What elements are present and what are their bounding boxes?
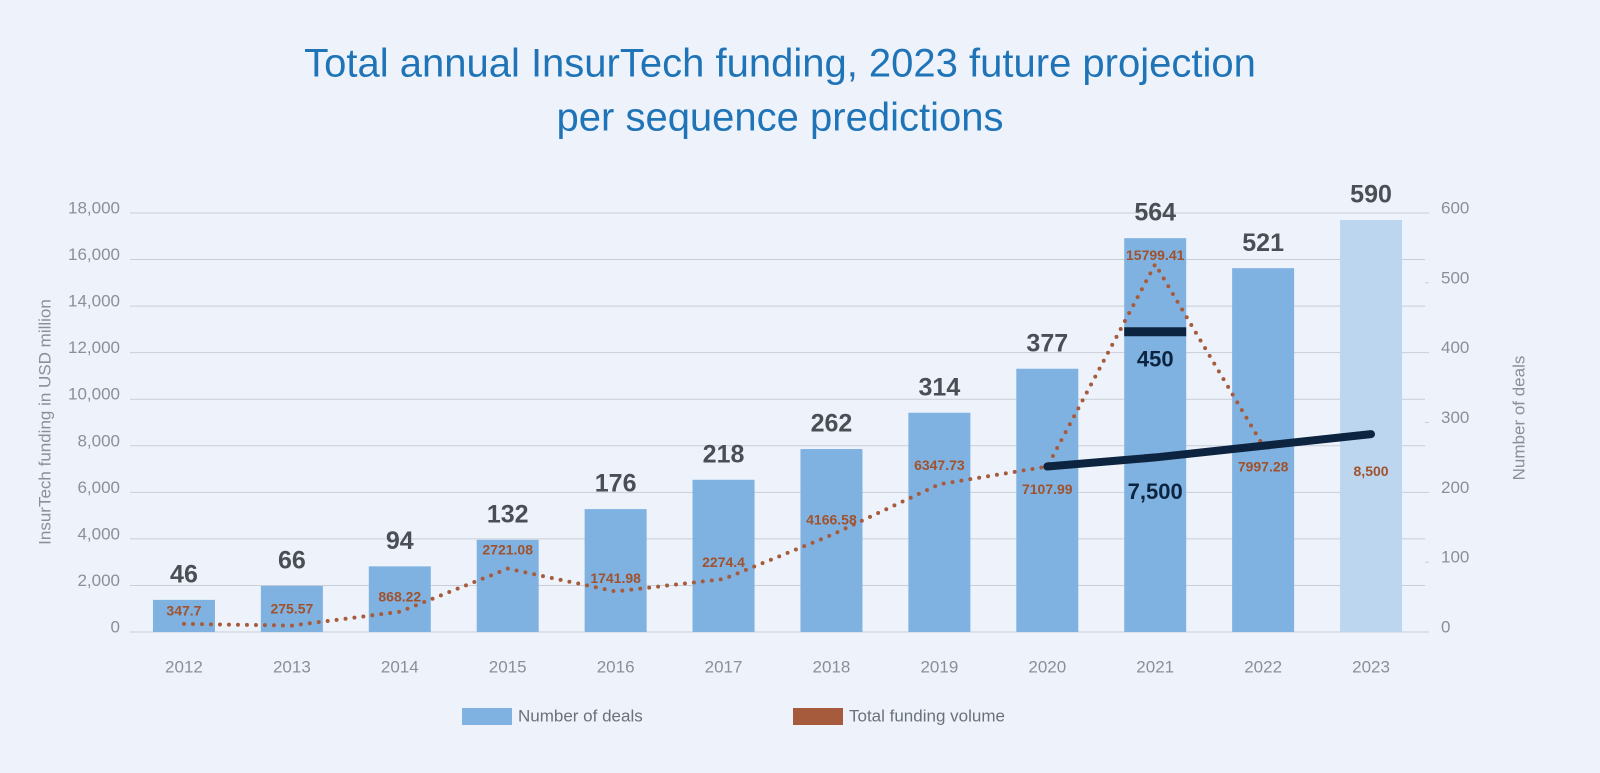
- line-value-label: 347.7: [166, 603, 201, 619]
- y-axis-label: InsurTech funding in USD million: [35, 299, 54, 545]
- line-value-label: 7107.99: [1022, 481, 1073, 497]
- y2-tick-label: 400: [1441, 338, 1469, 357]
- projection-marker-label: 450: [1137, 347, 1174, 372]
- x-tick-label: 2016: [597, 657, 635, 676]
- x-tick-label: 2020: [1028, 657, 1066, 676]
- line-value-label: 275.57: [270, 600, 313, 616]
- line-value-label: 1741.98: [590, 570, 641, 586]
- bar-value-label: 176: [595, 470, 637, 498]
- chart-title: Total annual InsurTech funding, 2023 fut…: [304, 42, 1256, 86]
- y2-axis-label: Number of deals: [1509, 356, 1528, 481]
- bar-value-label: 94: [386, 527, 414, 555]
- x-tick-label: 2023: [1352, 657, 1390, 676]
- bar-value-label: 521: [1242, 229, 1284, 257]
- line-value-label: 7997.28: [1238, 459, 1289, 475]
- legend-swatch: [462, 708, 512, 725]
- x-tick-label: 2017: [705, 657, 743, 676]
- y-tick-label: 12,000: [68, 338, 120, 357]
- bar: [584, 509, 647, 632]
- y2-tick-label: 200: [1441, 478, 1469, 497]
- bar-value-label: 218: [703, 440, 745, 468]
- y2-tick-label: 500: [1441, 268, 1469, 287]
- line-value-label: 4166.58: [806, 512, 857, 528]
- chart-title: per sequence predictions: [557, 96, 1004, 140]
- bar: [152, 599, 215, 632]
- x-tick-label: 2014: [381, 657, 419, 676]
- bar: [1340, 219, 1403, 632]
- y2-tick-label: 100: [1441, 548, 1469, 567]
- projection-line: [1043, 430, 1376, 471]
- bar-value-label: 564: [1134, 199, 1176, 227]
- x-tick-label: 2015: [489, 657, 527, 676]
- legend-label: Total funding volume: [849, 706, 1005, 725]
- line: [181, 260, 1266, 628]
- bar: [692, 479, 755, 632]
- line-value-label: 15799.41: [1126, 247, 1185, 263]
- bar: [476, 539, 539, 632]
- bar: [1124, 238, 1187, 632]
- bar: [800, 449, 863, 632]
- y2-tick-label: 300: [1441, 408, 1469, 427]
- bar-value-label: 314: [919, 373, 961, 401]
- y-tick-label: 8,000: [77, 431, 120, 450]
- y-tick-label: 18,000: [68, 198, 120, 217]
- x-tick-label: 2019: [920, 657, 958, 676]
- line-value-label: 868.22: [378, 588, 421, 604]
- y-tick-label: 16,000: [68, 245, 120, 264]
- y2-tick-label: 0: [1441, 617, 1450, 636]
- legend-swatch: [793, 708, 843, 725]
- bar-value-label: 377: [1026, 329, 1068, 357]
- y-tick-label: 4,000: [77, 524, 120, 543]
- projection-label: 8,500: [1354, 463, 1389, 479]
- x-tick-label: 2012: [165, 657, 203, 676]
- y-tick-label: 0: [111, 617, 120, 636]
- x-tick-label: 2021: [1136, 657, 1174, 676]
- bar: [908, 412, 971, 632]
- x-tick-label: 2013: [273, 657, 311, 676]
- y-tick-label: 2,000: [77, 571, 120, 590]
- bar-value-label: 262: [811, 410, 853, 438]
- bar: [1016, 368, 1079, 632]
- x-tick-label: 2018: [813, 657, 851, 676]
- bar-value-label: 132: [487, 500, 529, 528]
- x-tick-label: 2022: [1244, 657, 1282, 676]
- line-value-label: 2274.4: [702, 554, 745, 570]
- bar-value-label: 46: [170, 560, 198, 588]
- y-tick-label: 14,000: [68, 292, 120, 311]
- y-tick-label: 10,000: [68, 385, 120, 404]
- line-value-label: 2721.08: [482, 541, 533, 557]
- bar-value-label: 590: [1350, 181, 1392, 209]
- y-tick-label: 6,000: [77, 478, 120, 497]
- bar-value-label: 66: [278, 547, 306, 575]
- projection-label: 7,500: [1128, 479, 1183, 504]
- bar: [368, 566, 431, 632]
- legend-label: Number of deals: [518, 706, 643, 725]
- line-value-label: 6347.73: [914, 457, 965, 473]
- y2-tick-label: 600: [1441, 198, 1469, 217]
